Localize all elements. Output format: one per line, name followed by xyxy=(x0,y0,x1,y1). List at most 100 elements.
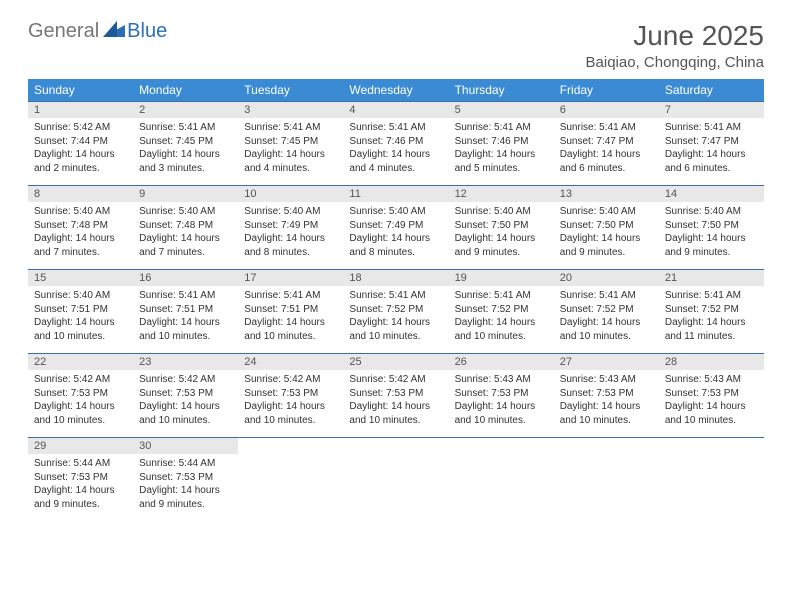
day-cell: Sunrise: 5:41 AMSunset: 7:47 PMDaylight:… xyxy=(659,118,764,186)
sunset-text: Sunset: 7:53 PM xyxy=(349,387,442,401)
date-number: 20 xyxy=(554,270,659,287)
daylight-text: and 10 minutes. xyxy=(665,414,758,428)
sunrise-text: Sunrise: 5:41 AM xyxy=(349,121,442,135)
sunset-text: Sunset: 7:53 PM xyxy=(139,471,232,485)
date-number xyxy=(343,438,448,455)
date-number: 23 xyxy=(133,354,238,371)
day-cell xyxy=(659,454,764,521)
date-number: 16 xyxy=(133,270,238,287)
sunset-text: Sunset: 7:49 PM xyxy=(244,219,337,233)
daylight-text: and 9 minutes. xyxy=(455,246,548,260)
date-number: 17 xyxy=(238,270,343,287)
daylight-text: and 10 minutes. xyxy=(349,330,442,344)
day-cell: Sunrise: 5:41 AMSunset: 7:52 PMDaylight:… xyxy=(659,286,764,354)
sunset-text: Sunset: 7:50 PM xyxy=(455,219,548,233)
day-header: Friday xyxy=(554,79,659,102)
date-number: 9 xyxy=(133,186,238,203)
daylight-text: and 8 minutes. xyxy=(244,246,337,260)
daylight-text: Daylight: 14 hours xyxy=(139,400,232,414)
daylight-text: and 6 minutes. xyxy=(665,162,758,176)
date-number-row: 891011121314 xyxy=(28,186,764,203)
date-number: 22 xyxy=(28,354,133,371)
sunrise-text: Sunrise: 5:41 AM xyxy=(455,289,548,303)
sunset-text: Sunset: 7:53 PM xyxy=(455,387,548,401)
date-number xyxy=(659,438,764,455)
daylight-text: Daylight: 14 hours xyxy=(455,400,548,414)
date-number: 11 xyxy=(343,186,448,203)
date-number: 28 xyxy=(659,354,764,371)
day-cell: Sunrise: 5:41 AMSunset: 7:51 PMDaylight:… xyxy=(133,286,238,354)
sunset-text: Sunset: 7:48 PM xyxy=(139,219,232,233)
daylight-text: and 10 minutes. xyxy=(34,414,127,428)
sunrise-text: Sunrise: 5:41 AM xyxy=(560,289,653,303)
daylight-text: and 11 minutes. xyxy=(665,330,758,344)
day-cell: Sunrise: 5:40 AMSunset: 7:50 PMDaylight:… xyxy=(659,202,764,270)
sunset-text: Sunset: 7:53 PM xyxy=(560,387,653,401)
sunrise-text: Sunrise: 5:42 AM xyxy=(139,373,232,387)
day-cell: Sunrise: 5:40 AMSunset: 7:50 PMDaylight:… xyxy=(554,202,659,270)
daylight-text: and 9 minutes. xyxy=(665,246,758,260)
date-number: 29 xyxy=(28,438,133,455)
sunset-text: Sunset: 7:53 PM xyxy=(244,387,337,401)
daylight-text: and 6 minutes. xyxy=(560,162,653,176)
sunrise-text: Sunrise: 5:42 AM xyxy=(349,373,442,387)
day-cell: Sunrise: 5:42 AMSunset: 7:53 PMDaylight:… xyxy=(133,370,238,438)
logo-mark-icon xyxy=(103,21,125,42)
day-cell: Sunrise: 5:44 AMSunset: 7:53 PMDaylight:… xyxy=(133,454,238,521)
sunrise-text: Sunrise: 5:40 AM xyxy=(349,205,442,219)
day-data-row: Sunrise: 5:42 AMSunset: 7:44 PMDaylight:… xyxy=(28,118,764,186)
day-cell: Sunrise: 5:44 AMSunset: 7:53 PMDaylight:… xyxy=(28,454,133,521)
date-number xyxy=(238,438,343,455)
day-header: Monday xyxy=(133,79,238,102)
day-cell: Sunrise: 5:41 AMSunset: 7:51 PMDaylight:… xyxy=(238,286,343,354)
daylight-text: Daylight: 14 hours xyxy=(455,232,548,246)
date-number: 24 xyxy=(238,354,343,371)
daylight-text: Daylight: 14 hours xyxy=(560,148,653,162)
date-number: 26 xyxy=(449,354,554,371)
daylight-text: Daylight: 14 hours xyxy=(349,148,442,162)
daylight-text: Daylight: 14 hours xyxy=(349,232,442,246)
sunset-text: Sunset: 7:52 PM xyxy=(665,303,758,317)
sunset-text: Sunset: 7:52 PM xyxy=(455,303,548,317)
location-text: Baiqiao, Chongqing, China xyxy=(586,54,764,71)
date-number: 6 xyxy=(554,102,659,119)
date-number-row: 15161718192021 xyxy=(28,270,764,287)
daylight-text: and 7 minutes. xyxy=(34,246,127,260)
daylight-text: Daylight: 14 hours xyxy=(34,484,127,498)
day-data-row: Sunrise: 5:40 AM Sunset: 7:48 PM Daylight:… xyxy=(28,202,764,270)
day-cell: Sunrise: 5:41 AMSunset: 7:46 PMDaylight:… xyxy=(449,118,554,186)
sunrise-text: Sunrise: 5:43 AM xyxy=(455,373,548,387)
day-cell: Sunrise: 5:43 AMSunset: 7:53 PMDaylight:… xyxy=(659,370,764,438)
date-number: 1 xyxy=(28,102,133,119)
daylight-text: and 2 minutes. xyxy=(34,162,127,176)
sunrise-text: Sunrise: 5:40 AM xyxy=(560,205,653,219)
daylight-text: Daylight: 14 hours xyxy=(665,316,758,330)
sunrise-text: Sunrise: 5:41 AM xyxy=(349,289,442,303)
day-cell: Sunrise: 5:41 AMSunset: 7:46 PMDaylight:… xyxy=(343,118,448,186)
daylight-text: Daylight: 14 hours xyxy=(139,148,232,162)
day-cell xyxy=(449,454,554,521)
sunrise-text: Sunrise: 5:41 AM xyxy=(455,121,548,135)
daylight-text: Daylight: 14 hours xyxy=(665,148,758,162)
daylight-text: and 3 minutes. xyxy=(139,162,232,176)
day-header: Sunday xyxy=(28,79,133,102)
sunset-text: Sunset: 7:53 PM xyxy=(34,471,127,485)
date-number: 10 xyxy=(238,186,343,203)
sunset-text: Sunset: 7:45 PM xyxy=(244,135,337,149)
date-number: 18 xyxy=(343,270,448,287)
daylight-text: and 9 minutes. xyxy=(560,246,653,260)
daylight-text: and 10 minutes. xyxy=(139,330,232,344)
daylight-text: Daylight: 14 hours xyxy=(34,400,127,414)
daylight-text: Daylight: 14 hours xyxy=(560,316,653,330)
daylight-text: Daylight: 14 hours xyxy=(455,148,548,162)
sunset-text: Sunset: 7:47 PM xyxy=(665,135,758,149)
sunset-text: Sunset: 7:50 PM xyxy=(560,219,653,233)
daylight-text: and 10 minutes. xyxy=(139,414,232,428)
sunrise-text: Sunrise: 5:41 AM xyxy=(244,289,337,303)
daylight-text: and 10 minutes. xyxy=(244,330,337,344)
day-cell: Sunrise: 5:41 AMSunset: 7:52 PMDaylight:… xyxy=(554,286,659,354)
daylight-text: and 9 minutes. xyxy=(34,498,127,512)
sunrise-text: Sunrise: 5:42 AM xyxy=(34,373,127,387)
sunrise-text: Sunrise: 5:41 AM xyxy=(665,121,758,135)
daylight-text: Daylight: 14 hours xyxy=(349,400,442,414)
